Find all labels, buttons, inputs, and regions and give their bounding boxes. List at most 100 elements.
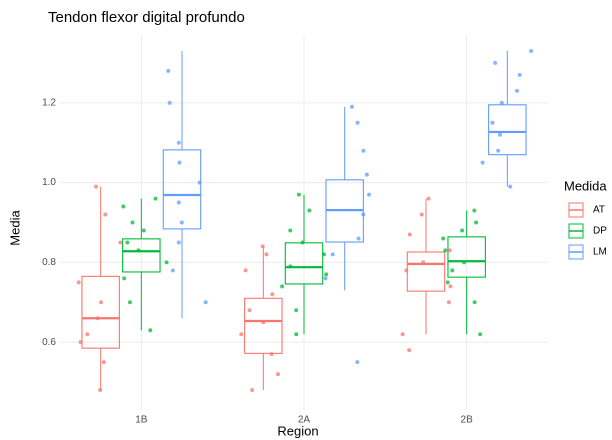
point <box>261 320 266 325</box>
y-tick-label: 0.8 <box>42 257 56 268</box>
box <box>244 297 283 354</box>
point <box>419 212 424 217</box>
point <box>176 240 181 245</box>
point <box>497 132 502 137</box>
point <box>239 332 244 337</box>
point <box>321 252 326 257</box>
point <box>330 252 335 257</box>
point <box>480 160 485 165</box>
point <box>361 148 366 153</box>
box <box>406 251 446 292</box>
point <box>167 100 172 105</box>
point <box>490 120 495 125</box>
point <box>450 268 455 273</box>
point <box>499 100 504 105</box>
point <box>264 252 269 257</box>
point <box>443 248 448 253</box>
point <box>275 372 280 377</box>
point <box>98 388 103 393</box>
point <box>260 244 265 249</box>
legend-label: LM <box>593 247 607 258</box>
point <box>474 220 479 225</box>
point <box>462 260 467 265</box>
point <box>288 264 293 269</box>
point <box>323 276 328 281</box>
point <box>270 292 275 297</box>
point <box>125 240 130 245</box>
point <box>95 316 100 321</box>
point <box>307 208 312 213</box>
point <box>300 240 305 245</box>
point <box>247 308 252 313</box>
point <box>460 228 465 233</box>
point <box>356 236 361 241</box>
point <box>367 192 372 197</box>
point <box>280 284 285 289</box>
point <box>355 360 360 365</box>
point <box>98 300 103 305</box>
point <box>176 200 181 205</box>
point <box>472 300 477 305</box>
point <box>364 172 369 177</box>
point <box>103 212 108 217</box>
point <box>441 236 446 241</box>
y-tick-label: 0.6 <box>42 337 56 348</box>
y-tick-label: 1.2 <box>42 97 56 108</box>
point <box>85 332 90 337</box>
point <box>515 88 520 93</box>
point <box>517 72 522 77</box>
point <box>197 180 202 185</box>
point <box>250 388 255 393</box>
box <box>447 236 486 278</box>
box <box>162 149 202 230</box>
point <box>349 104 354 109</box>
point <box>166 68 171 73</box>
point <box>94 184 99 189</box>
point <box>177 160 182 165</box>
point <box>141 228 146 233</box>
point <box>508 184 513 189</box>
point <box>493 60 498 65</box>
point <box>288 228 293 233</box>
y-axis-label: Media <box>7 210 22 246</box>
point <box>101 360 106 365</box>
point <box>426 196 431 201</box>
point <box>148 328 153 333</box>
legend-label: DP <box>593 226 607 237</box>
box <box>122 238 161 273</box>
point <box>76 280 81 285</box>
point <box>118 240 123 245</box>
point <box>421 260 426 265</box>
point <box>324 272 329 277</box>
point <box>361 212 366 217</box>
point <box>127 300 132 305</box>
point <box>203 300 208 305</box>
box <box>81 275 120 349</box>
point <box>130 220 135 225</box>
x-axis-label: Region <box>277 423 318 438</box>
point <box>448 284 453 289</box>
point <box>472 208 477 213</box>
point <box>243 268 248 273</box>
legend-title: Medida <box>564 178 607 193</box>
legend-label: AT <box>593 205 605 216</box>
x-tick-label: 2B <box>461 415 474 426</box>
point <box>400 332 405 337</box>
box <box>488 104 527 156</box>
point <box>446 300 451 305</box>
point <box>407 348 412 353</box>
point <box>478 332 483 337</box>
x-tick-label: 2A <box>298 415 311 426</box>
chart-title: Tendon flexor digital profundo <box>48 9 245 26</box>
point <box>136 248 141 253</box>
x-tick-label: 1B <box>135 415 148 426</box>
point <box>176 140 181 145</box>
point <box>296 192 301 197</box>
point <box>404 268 409 273</box>
point <box>355 120 360 125</box>
point <box>269 352 274 357</box>
point <box>170 268 175 273</box>
point <box>121 204 126 209</box>
point <box>179 220 184 225</box>
